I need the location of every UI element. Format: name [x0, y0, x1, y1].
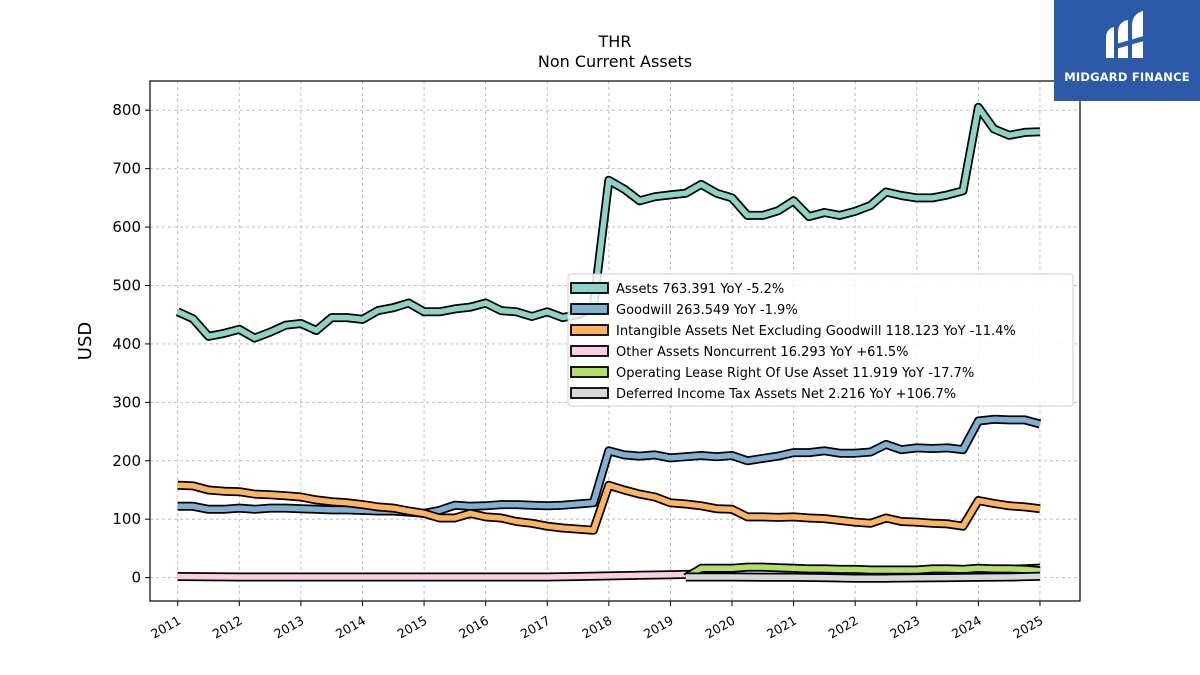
legend-swatch — [570, 303, 609, 315]
series-0 — [175, 102, 1041, 343]
y-tick-label: 500 — [112, 276, 141, 294]
legend-swatch — [570, 366, 609, 378]
x-tick-label: 2019 — [641, 613, 676, 642]
y-tick-label: 300 — [112, 393, 141, 411]
y-tick-label: 700 — [112, 160, 141, 178]
legend-label: Assets 763.391 YoY -5.2% — [616, 282, 784, 297]
y-tick-label: 800 — [112, 101, 141, 119]
series-5 — [685, 571, 1041, 583]
chart-subtitle: Non Current Assets — [538, 52, 692, 71]
series-line — [176, 104, 1041, 341]
plot-frame — [149, 80, 1081, 602]
legend-swatch — [570, 345, 609, 357]
series-2 — [177, 480, 1041, 535]
series-line — [177, 416, 1041, 517]
logo-mark-icon — [1106, 11, 1144, 58]
x-tick-label: 2013 — [271, 613, 306, 642]
y-axis: 0 100 200 300 400 500 600 700 800 — [112, 101, 150, 587]
x-tick-label: 2012 — [210, 613, 245, 642]
x-tick-label: 2011 — [148, 613, 183, 642]
legend: Assets 763.391 YoY -5.2% Goodwill 263.549… — [567, 273, 1074, 407]
y-tick-label: 0 — [131, 569, 141, 587]
legend-label: Deferred Income Tax Assets Net 2.216 YoY… — [616, 387, 956, 402]
legend-swatch — [570, 282, 609, 294]
series-line — [684, 564, 1041, 580]
midgard-finance-logo: MIDGARD FINANCE — [1054, 0, 1200, 101]
series-layer — [175, 102, 1042, 583]
x-tick-label: 2014 — [333, 613, 368, 642]
x-tick-label: 2018 — [579, 613, 614, 642]
logo-text: MIDGARD FINANCE — [1064, 70, 1190, 84]
legend-box — [567, 273, 1074, 407]
x-tick-label: 2020 — [702, 613, 737, 642]
legend-swatch — [570, 387, 609, 399]
series-4 — [683, 562, 1041, 582]
y-tick-label: 400 — [112, 335, 141, 353]
x-tick-label: 2024 — [949, 613, 984, 642]
series-line — [685, 573, 1041, 581]
x-tick-label: 2022 — [826, 613, 861, 642]
legend-label: Operating Lease Right Of Use Asset 11.91… — [616, 366, 974, 381]
y-tick-label: 600 — [112, 218, 141, 236]
chart-title: THR — [598, 32, 632, 51]
x-tick-label: 2023 — [887, 613, 922, 642]
legend-label: Goodwill 263.549 YoY -1.9% — [616, 303, 798, 318]
series-line — [177, 482, 1041, 534]
legend-label: Intangible Assets Net Excluding Goodwill… — [616, 324, 1016, 339]
legend-swatch — [570, 324, 609, 336]
y-tick-label: 100 — [112, 510, 141, 528]
x-axis: 2011 2012 2013 2014 2015 2016 2017 2018 2019 2020… — [148, 601, 1045, 642]
x-tick-label: 2015 — [395, 613, 430, 642]
legend-label: Other Assets Noncurrent 16.293 YoY +61.5… — [616, 345, 908, 360]
y-tick-label: 200 — [112, 452, 141, 470]
x-tick-label: 2017 — [518, 613, 553, 642]
series-1 — [177, 414, 1042, 518]
x-tick-label: 2016 — [456, 613, 491, 642]
y-axis-label: USD — [75, 322, 96, 360]
x-tick-label: 2025 — [1010, 613, 1045, 642]
x-tick-label: 2021 — [764, 613, 799, 642]
